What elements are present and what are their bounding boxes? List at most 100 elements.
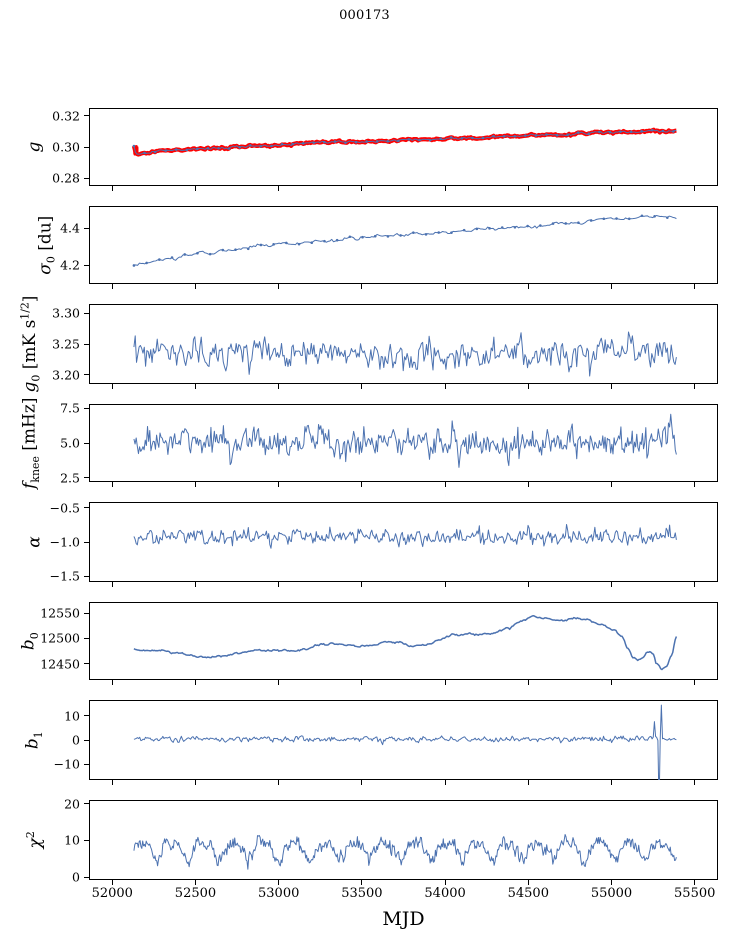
panel-frame [89,502,718,582]
xtick-mark [361,680,363,685]
ytick-mark [84,227,89,229]
plot-panel-sigma0: 4.2 4.4 σ0 [du] [35,206,718,289]
data-line-g0 [133,331,677,377]
xtick-mark [361,482,363,487]
ytick-mark [84,663,89,665]
xtick-mark [611,482,613,487]
ytick-label: 4.4 [60,220,80,236]
ylabel-b0: b0 [18,632,42,651]
data-line-b1 [133,704,677,780]
ytick-mark [84,876,89,878]
ytick-mark [84,312,89,314]
ylabel-b1: b1 [22,731,46,750]
xtick-mark [694,780,696,785]
ytick-mark [84,839,89,841]
ytick-label: 3.30 [52,305,80,321]
xtick-mark [361,582,363,587]
xtick-label: 53500 [341,886,383,901]
ytick-label: 7.5 [60,400,80,416]
panel-frame [89,800,718,880]
xtick-mark [611,880,613,885]
xtick-mark [444,384,446,389]
ytick-label: 3.20 [52,367,80,383]
xtick-mark [611,680,613,685]
xtick-mark [527,482,529,487]
xtick-mark [278,482,280,487]
ylabel-g0: g0 [mK s1/2] [17,295,42,393]
ytick-mark [84,343,89,345]
xtick-mark [111,582,113,587]
xtick-mark [278,186,280,191]
plot-panel-f_knee: 2.5 5.0 7.5 fknee [mHz] [19,398,718,489]
ytick-label: 2.5 [60,470,80,486]
ytick-mark [84,803,89,805]
ytick-mark [84,715,89,717]
ytick-mark [84,374,89,376]
xtick-mark [194,482,197,487]
ytick-label: 0.30 [52,139,80,155]
xtick-label: 54500 [507,886,549,901]
xtick-mark [527,186,529,191]
data-line-b0 [133,615,678,671]
ytick-mark [84,177,89,179]
xtick-mark [111,680,113,685]
ytick-mark [84,507,89,509]
xtick-mark [361,284,363,289]
xtick-mark [278,680,280,685]
plot-panel-alpha: −1.5 −1.0 −0.5 α [24,500,718,587]
data-line-alpha [133,523,677,549]
series-b0 [133,615,678,671]
plot-panel-b0: 12450 12500 12550 b0 [19,602,718,685]
xtick-mark [111,880,113,885]
xtick-mark [527,384,529,389]
xtick-mark [194,384,197,389]
ytick-label: 0.32 [52,108,80,124]
series-chi2 [133,834,677,870]
xtick-mark [611,284,613,289]
xtick-label: 52500 [174,886,217,901]
ytick-mark [84,115,89,117]
xtick-mark [278,582,280,587]
xtick-mark [111,384,113,389]
xtick-mark [111,482,113,487]
ytick-mark [84,637,89,640]
ytick-label: 20 [64,796,80,812]
xtick-mark [527,582,529,587]
overlay-smoothed-gain [131,127,677,157]
series-g0 [133,331,677,377]
xtick-mark [611,582,613,587]
ytick-label: 12450 [40,656,80,672]
xaxis-tick-labels: 52000 52500 53000 53500 54000 54500 55000 55500 [0,886,729,906]
data-line-sigma0 [133,215,677,266]
xtick-mark [694,186,696,191]
ytick-label: 0.28 [52,170,80,186]
xtick-mark [444,680,446,685]
xtick-mark [361,186,363,191]
xtick-mark [361,880,363,885]
ytick-mark [84,612,89,614]
xtick-mark [194,582,197,587]
ytick-label: 3.25 [52,336,80,352]
ylabel-alpha: α [24,536,45,548]
ytick-label: 12550 [40,605,80,621]
ytick-label: −10 [53,756,80,772]
xtick-mark [527,284,529,289]
xtick-label: 54000 [424,886,466,901]
figure-title: 000173 [339,8,390,23]
xtick-mark [611,186,613,191]
ytick-label: −1.5 [49,568,80,584]
ytick-label: 12500 [40,630,80,646]
xtick-label: 55000 [590,886,633,901]
xtick-mark [694,284,696,289]
xtick-mark [611,780,613,785]
xtick-mark [361,384,363,389]
xtick-mark [444,880,446,885]
series-gain [131,127,677,157]
panel-frame [89,602,718,680]
ytick-label: 4.2 [60,257,80,273]
plot-panel-gain: 0.28 0.30 0.32 g [24,108,718,191]
ytick-mark [84,407,89,409]
xtick-mark [111,284,113,289]
ytick-mark [84,477,89,479]
